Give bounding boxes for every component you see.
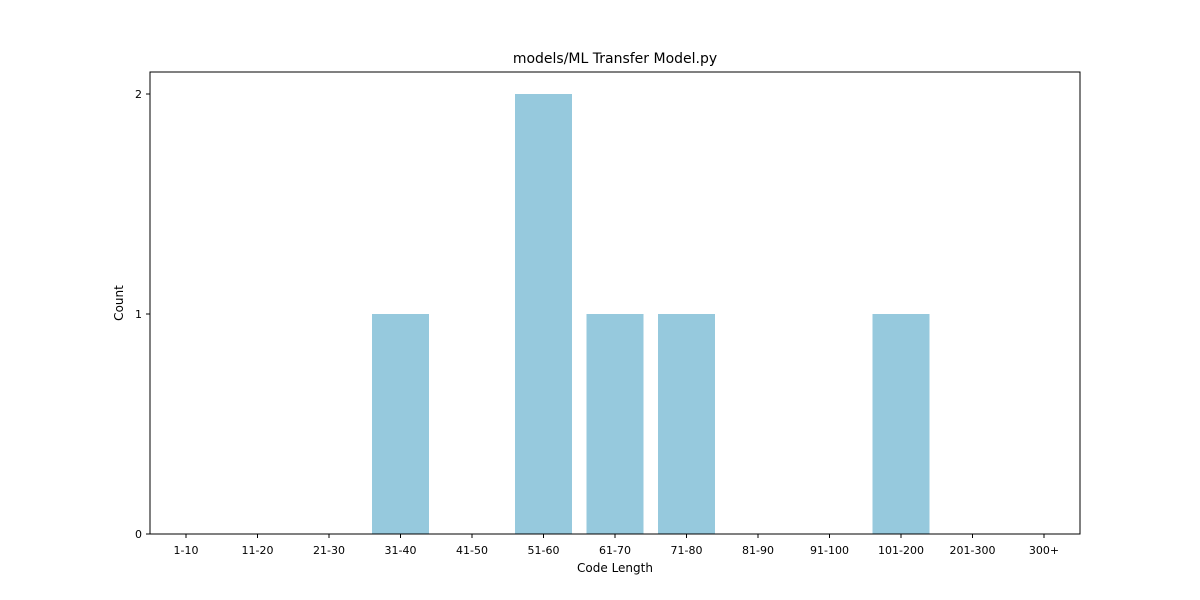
y-tick-label: 0 — [135, 528, 142, 541]
x-axis-label: Code Length — [577, 561, 653, 575]
bar-71-80 — [658, 314, 715, 534]
x-tick-label: 31-40 — [385, 544, 417, 557]
bar-31-40 — [372, 314, 429, 534]
plot-frame — [149, 71, 1081, 535]
x-tick-label: 201-300 — [950, 544, 996, 557]
x-tick-label: 51-60 — [528, 544, 560, 557]
y-axis-label: Count — [112, 285, 126, 321]
ticks-layer: 1-10 11-20 21-30 31-40 41-50 51-60 61-70 71-80 8… — [135, 88, 1059, 557]
x-tick-label: 1-10 — [174, 544, 199, 557]
x-tick-label: 81-90 — [742, 544, 774, 557]
x-tick-label: 300+ — [1029, 544, 1059, 557]
x-tick-label: 91-100 — [810, 544, 849, 557]
bar-101-200 — [872, 314, 930, 534]
x-tick-label: 71-80 — [671, 544, 703, 557]
y-tick-label: 1 — [135, 308, 142, 321]
y-tick-label: 2 — [135, 88, 142, 101]
bars-layer — [372, 94, 930, 534]
x-tick-label: 11-20 — [242, 544, 274, 557]
x-tick-label: 101-200 — [878, 544, 924, 557]
x-tick-label: 41-50 — [456, 544, 488, 557]
bar-61-70 — [586, 314, 644, 534]
chart-title: models/ML Transfer Model.py — [513, 51, 717, 67]
bar-51-60 — [515, 94, 572, 534]
x-tick-label: 61-70 — [599, 544, 631, 557]
x-tick-label: 21-30 — [313, 544, 345, 557]
